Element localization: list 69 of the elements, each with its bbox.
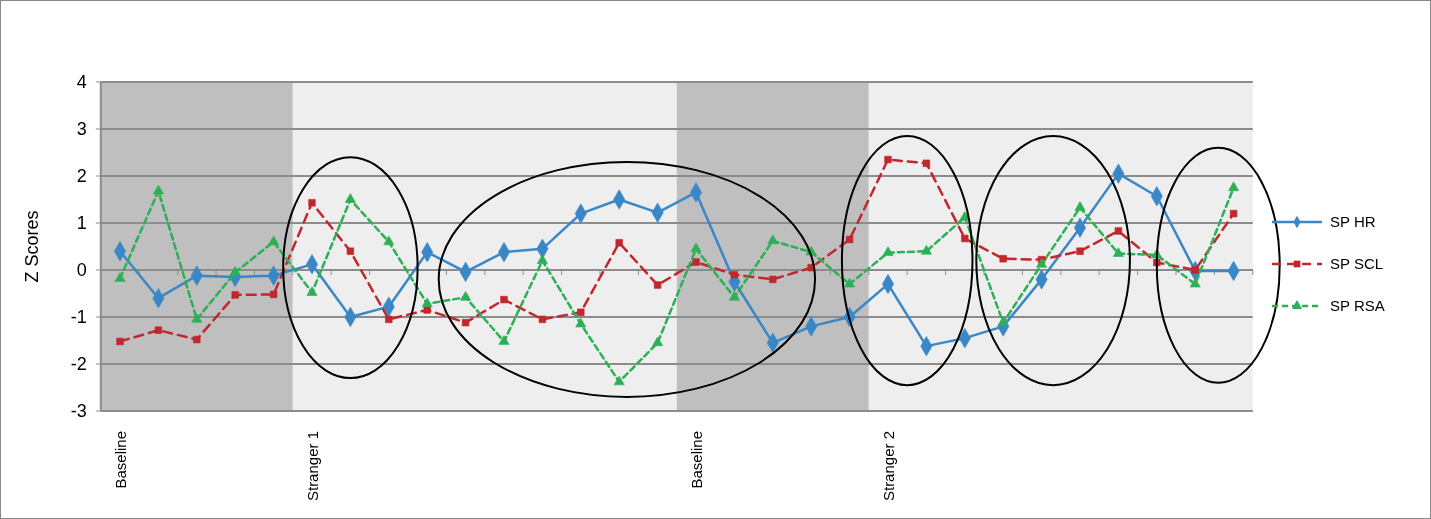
point — [690, 242, 702, 253]
point — [1228, 181, 1240, 192]
point — [306, 286, 318, 296]
point — [498, 335, 510, 345]
point — [1229, 209, 1238, 218]
point — [269, 290, 278, 299]
point — [613, 375, 625, 386]
point — [884, 155, 892, 164]
point — [576, 308, 585, 317]
point — [114, 272, 126, 282]
y-tick-label: -3 — [70, 401, 87, 422]
point — [461, 318, 470, 327]
point — [500, 295, 508, 304]
y-tick-label: 2 — [76, 166, 87, 187]
y-tick-label: -1 — [70, 307, 87, 328]
legend-label: SP RSA — [1330, 297, 1385, 315]
point — [1076, 247, 1084, 256]
point — [191, 312, 203, 323]
point — [959, 210, 971, 221]
y-tick-label: 4 — [76, 72, 87, 93]
y-axis-title: Z Scores — [22, 210, 42, 283]
point — [1114, 227, 1123, 235]
y-tick-label: -2 — [70, 354, 87, 375]
point — [1112, 247, 1124, 257]
point — [536, 254, 548, 265]
x-tick-label: Baseline — [688, 431, 705, 489]
point — [538, 315, 547, 324]
point — [882, 246, 894, 257]
point — [653, 281, 662, 289]
y-tick-label: 0 — [76, 260, 87, 281]
y-tick-label: 1 — [76, 213, 87, 234]
legend-label: SP HR — [1330, 213, 1376, 231]
point — [652, 336, 664, 347]
point — [999, 254, 1008, 263]
point — [460, 290, 472, 301]
point — [960, 234, 969, 243]
x-tick-label: Stranger 2 — [880, 431, 897, 502]
point — [421, 297, 433, 308]
legend-label: SP SCL — [1330, 255, 1384, 273]
x-tick-label: Stranger 1 — [304, 431, 321, 502]
point — [192, 335, 201, 344]
point — [308, 198, 316, 207]
point — [1189, 277, 1201, 288]
x-tick-label: Baseline — [112, 431, 129, 489]
point — [346, 247, 355, 256]
point — [229, 265, 241, 276]
point — [920, 244, 932, 255]
point — [845, 235, 854, 244]
point — [728, 290, 740, 301]
point — [844, 277, 856, 288]
point — [152, 184, 164, 195]
point — [231, 291, 240, 299]
point — [922, 159, 931, 168]
point — [768, 275, 777, 284]
point — [575, 317, 587, 328]
point — [1074, 201, 1086, 211]
point — [1036, 257, 1048, 268]
point — [344, 193, 356, 203]
y-tick-label: 3 — [76, 119, 87, 140]
point — [268, 235, 280, 246]
point — [384, 315, 393, 324]
point — [383, 235, 395, 246]
point — [423, 306, 432, 314]
point — [767, 234, 779, 245]
point — [615, 238, 624, 247]
point — [692, 258, 700, 266]
point — [116, 337, 124, 346]
point — [154, 326, 163, 335]
point — [730, 270, 739, 279]
